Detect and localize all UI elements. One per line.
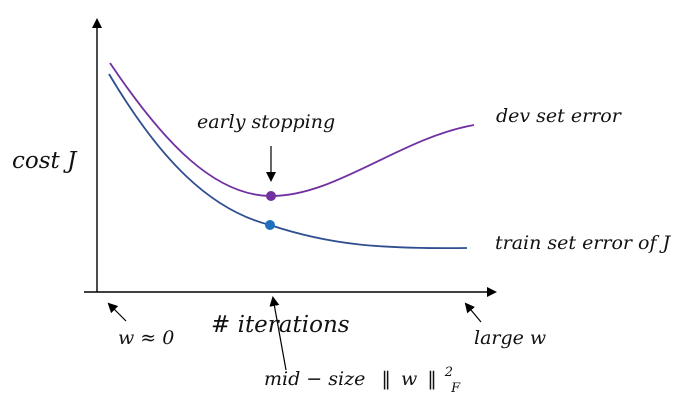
w-zero-label: w ≈ 0: [118, 327, 174, 349]
norm-subscript: F: [450, 381, 461, 396]
y-axis-label: cost J: [12, 148, 78, 174]
train-set-error-curve: [108, 73, 468, 250]
large-w-arrow: [464, 302, 482, 323]
train-error-marker: [265, 220, 275, 230]
w-zero-arrow: [107, 302, 127, 322]
dev-set-error-label: dev set error: [496, 105, 623, 127]
mid-size-label: mid − size ‖ w ‖ 2 F: [264, 359, 461, 396]
dev-error-minimum-marker: [266, 191, 276, 201]
norm-variable: w: [401, 368, 417, 390]
x-axis-label: # iterations: [211, 312, 350, 338]
norm-superscript: 2: [444, 365, 453, 380]
mid-size-arrow: [269, 296, 287, 371]
early-stopping-label: early stopping: [197, 111, 335, 133]
norm-close-bar: ‖: [427, 368, 437, 390]
mid-size-prefix: mid − size: [264, 368, 365, 390]
large-w-label: large w: [474, 327, 546, 349]
norm-open-bar: ‖: [381, 368, 391, 390]
train-set-error-label: train set error of J: [495, 232, 672, 254]
